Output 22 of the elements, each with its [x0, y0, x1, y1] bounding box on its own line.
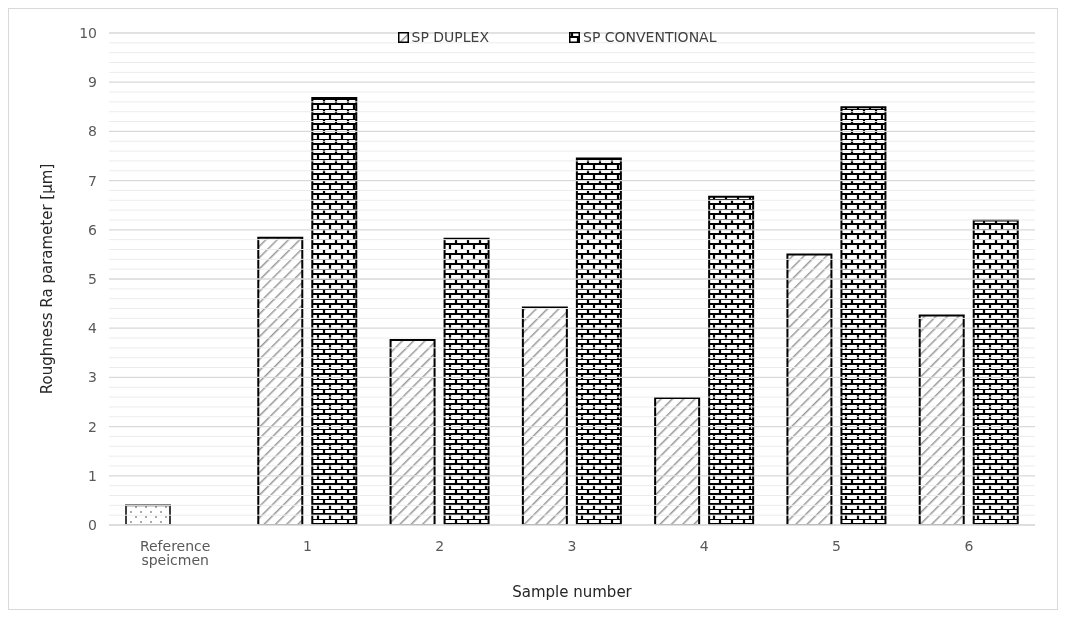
legend-label: SP DUPLEX — [411, 29, 489, 45]
y-tick-label: 0 — [88, 516, 97, 533]
x-axis-title: Sample number — [512, 583, 633, 601]
x-tick-label: 2 — [435, 537, 445, 554]
y-axis-title: Roughness Ra parameter [µm] — [38, 163, 57, 395]
x-tick-label: 3 — [567, 537, 577, 554]
y-tick-label: 2 — [88, 418, 97, 435]
y-tick-label: 3 — [88, 369, 97, 386]
y-tick-label: 10 — [79, 24, 97, 41]
y-tick-label: 6 — [88, 221, 98, 238]
y-tick-label: 5 — [88, 270, 97, 287]
y-tick-label: 7 — [88, 172, 97, 189]
x-tick-label: 4 — [699, 537, 709, 554]
y-tick-label: 9 — [88, 74, 97, 91]
legend-label: SP CONVENTIONAL — [583, 29, 717, 45]
x-tick-label: 5 — [832, 537, 842, 554]
y-tick-label: 8 — [88, 123, 97, 140]
x-tick-label: 1 — [302, 537, 312, 554]
y-tick-label: 4 — [88, 320, 98, 337]
x-tick-label: 6 — [964, 537, 974, 554]
x-tick-label: Reference speicmen — [139, 537, 211, 568]
y-tick-label: 1 — [88, 467, 97, 484]
